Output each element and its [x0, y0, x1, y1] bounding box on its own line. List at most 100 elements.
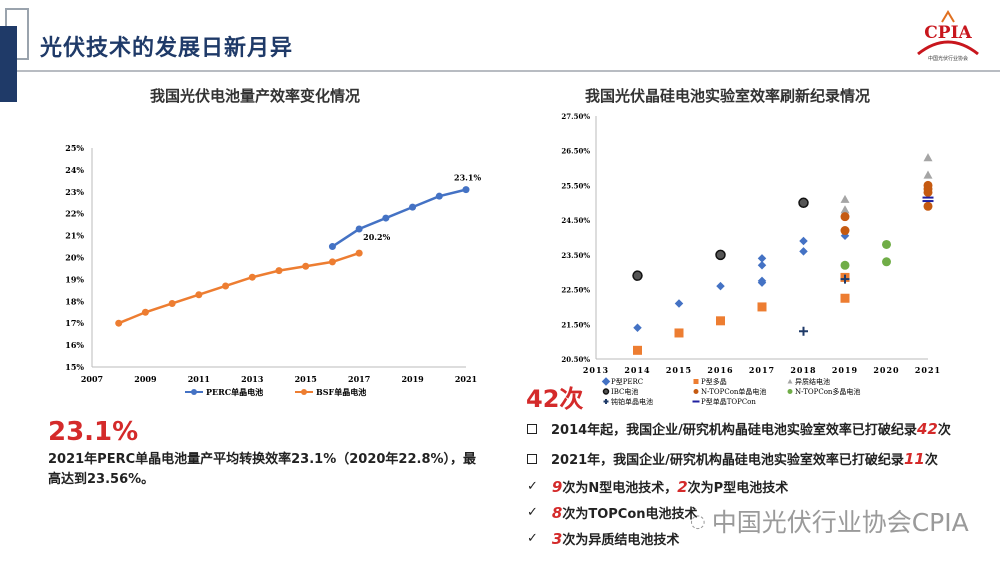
data-point — [674, 299, 684, 308]
data-point — [923, 187, 933, 197]
highlight-number: 8 — [551, 504, 563, 522]
x-tick-label: 2009 — [134, 374, 157, 384]
data-point — [882, 257, 891, 267]
data-point — [693, 389, 699, 394]
watermark: ◌ 中国光伏行业协会CPIA — [690, 503, 969, 539]
svg-text:CPIA: CPIA — [924, 23, 972, 43]
bullet-item: 2014年起，我国企业/研究机构晶硅电池实验室效率已打破纪录42次 — [527, 419, 951, 438]
legend-label: IBC电池 — [611, 387, 638, 396]
stat-description: 2021年PERC单晶电池量产平均转换效率23.1%（2020年22.8%），最… — [48, 452, 477, 487]
data-point — [328, 243, 336, 251]
legend-marker — [301, 389, 307, 395]
data-point — [355, 225, 363, 233]
text-segment: 次为P型电池技术 — [687, 481, 789, 496]
big-stat: 23.1% — [48, 417, 139, 447]
x-tick-label: 2014 — [624, 365, 650, 375]
data-point — [840, 293, 850, 303]
x-tick-label: 2021 — [455, 374, 477, 384]
data-point — [355, 249, 363, 257]
y-tick-label: 19% — [65, 274, 84, 284]
data-point — [716, 316, 725, 326]
y-tick-label: 17% — [65, 318, 84, 328]
left-chart-title: 我国光伏电池量产效率变化情况 — [150, 87, 361, 105]
bullet-text: 2014年起，我国企业/研究机构晶硅电池实验室效率已打破纪录42次 — [551, 419, 951, 438]
x-tick-label: 2013 — [583, 365, 609, 375]
bullet-text: 9次为N型电池技术，2次为P型电池技术 — [552, 477, 788, 496]
data-point — [462, 186, 470, 194]
data-point — [798, 197, 809, 209]
data-point — [328, 258, 336, 266]
series-line — [118, 251, 360, 325]
data-point — [757, 261, 767, 270]
y-tick-label: 24% — [65, 165, 84, 175]
x-tick-label: 2017 — [749, 365, 775, 375]
data-point — [275, 267, 283, 275]
square-bullet-icon — [527, 423, 537, 434]
data-point — [674, 328, 684, 338]
x-tick-label: 2016 — [707, 365, 733, 375]
data-point — [302, 262, 310, 270]
data-point — [757, 302, 767, 312]
x-tick-label: 2007 — [81, 374, 103, 384]
legend-label: 钝铂单晶电池 — [611, 397, 653, 406]
bullet-item: 2021年，我国企业/研究机构晶硅电池实验室效率已打破纪录11次 — [527, 449, 938, 468]
legend-label: P型单晶TOPCon — [701, 397, 756, 406]
x-tick-label: 2019 — [401, 374, 424, 384]
y-tick-label: 21.50% — [561, 320, 590, 329]
data-point — [632, 270, 643, 281]
highlight-number: 9 — [551, 478, 563, 496]
legend-label: N-TOPCon多晶电池 — [795, 387, 860, 396]
y-tick-label: 26.50% — [561, 147, 590, 156]
data-point — [168, 299, 176, 307]
data-point — [840, 194, 850, 203]
data-point — [602, 388, 610, 395]
data-point — [409, 203, 417, 211]
text-segment: 次 — [924, 453, 938, 468]
y-tick-label: 25.50% — [561, 181, 590, 190]
square-bullet-icon — [527, 453, 537, 464]
check-icon: ✓ — [527, 505, 538, 520]
series-line — [331, 188, 467, 248]
data-point — [882, 239, 891, 249]
y-tick-label: 22% — [65, 209, 84, 219]
text-segment: 次为TOPCon电池技术 — [562, 507, 698, 522]
data-label: 20.2% — [363, 232, 390, 242]
decor-block — [0, 26, 17, 102]
data-point — [840, 260, 850, 270]
wechat-icon: ◌ — [690, 510, 706, 532]
bullet-item: ✓ 8次为TOPCon电池技术 — [527, 503, 698, 522]
legend-label: P型多晶 — [701, 377, 727, 386]
bullet-text: 2021年，我国企业/研究机构晶硅电池实验室效率已打破纪录11次 — [551, 449, 938, 468]
page-title: 光伏技术的发展日新月异 — [40, 36, 294, 61]
x-tick-label: 2013 — [241, 374, 264, 384]
logo-subtitle: 中国光伏行业协会 — [928, 55, 968, 62]
legend-marker — [191, 389, 197, 395]
data-point — [923, 201, 933, 211]
y-tick-label: 20% — [65, 253, 84, 263]
text-segment: 2014年起，我国企业/研究机构晶硅电池实验室效率已打破纪录 — [551, 423, 917, 438]
data-point — [248, 273, 256, 281]
y-tick-label: 16% — [65, 340, 84, 350]
data-point — [382, 214, 390, 222]
text-segment: 次为异质结电池技术 — [562, 533, 680, 548]
x-tick-label: 2015 — [295, 374, 317, 384]
data-point — [715, 249, 726, 261]
highlight-number: 2 — [677, 478, 688, 496]
data-point — [633, 323, 642, 332]
y-tick-label: 27.50% — [561, 112, 590, 121]
highlight-number: 42 — [916, 420, 938, 438]
data-point — [115, 319, 123, 327]
x-tick-label: 2019 — [832, 365, 858, 375]
divider — [17, 70, 1000, 72]
bullet-text: 3次为异质结电池技术 — [552, 529, 679, 548]
y-tick-label: 23.50% — [561, 251, 590, 260]
data-point — [757, 278, 767, 287]
x-tick-label: 2015 — [666, 365, 692, 375]
cpia-logo: CPIA 中国光伏行业协会 — [917, 10, 979, 62]
left-line-chart: 15% 16% 17% 18% 19% 20% 21% 22% 23% 24% 25% 2007 200… — [65, 143, 481, 397]
data-point — [799, 236, 808, 246]
data-point — [840, 226, 850, 236]
check-icon: ✓ — [527, 479, 538, 494]
check-icon: ✓ — [527, 531, 538, 546]
data-point — [787, 379, 793, 384]
